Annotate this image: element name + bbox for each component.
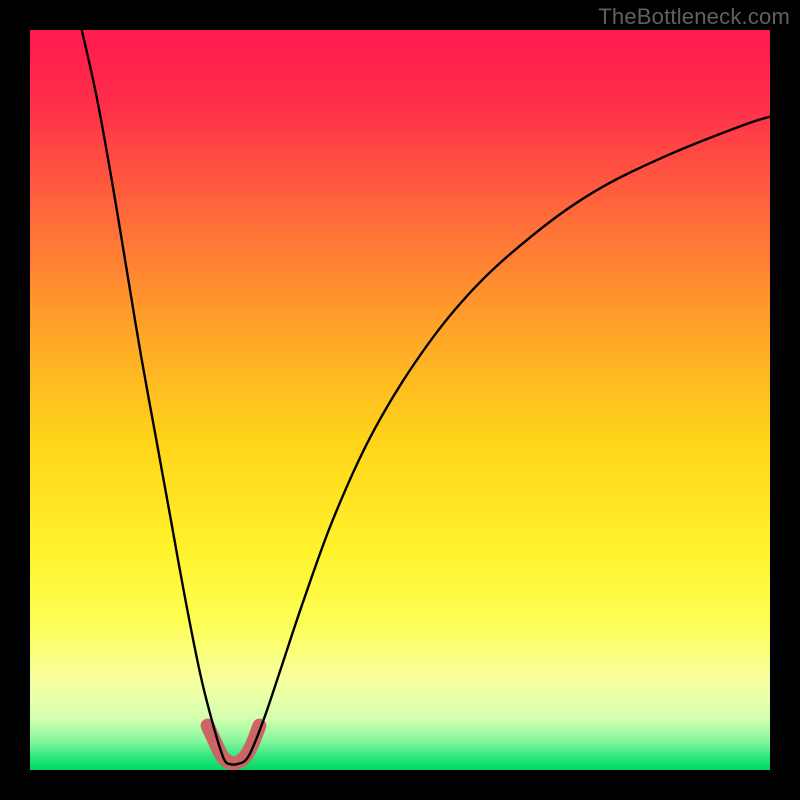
chart-svg xyxy=(30,30,770,770)
gradient-background xyxy=(30,30,770,770)
watermark-text: TheBottleneck.com xyxy=(598,4,790,30)
chart-frame: TheBottleneck.com xyxy=(0,0,800,800)
plot-area xyxy=(30,30,770,770)
